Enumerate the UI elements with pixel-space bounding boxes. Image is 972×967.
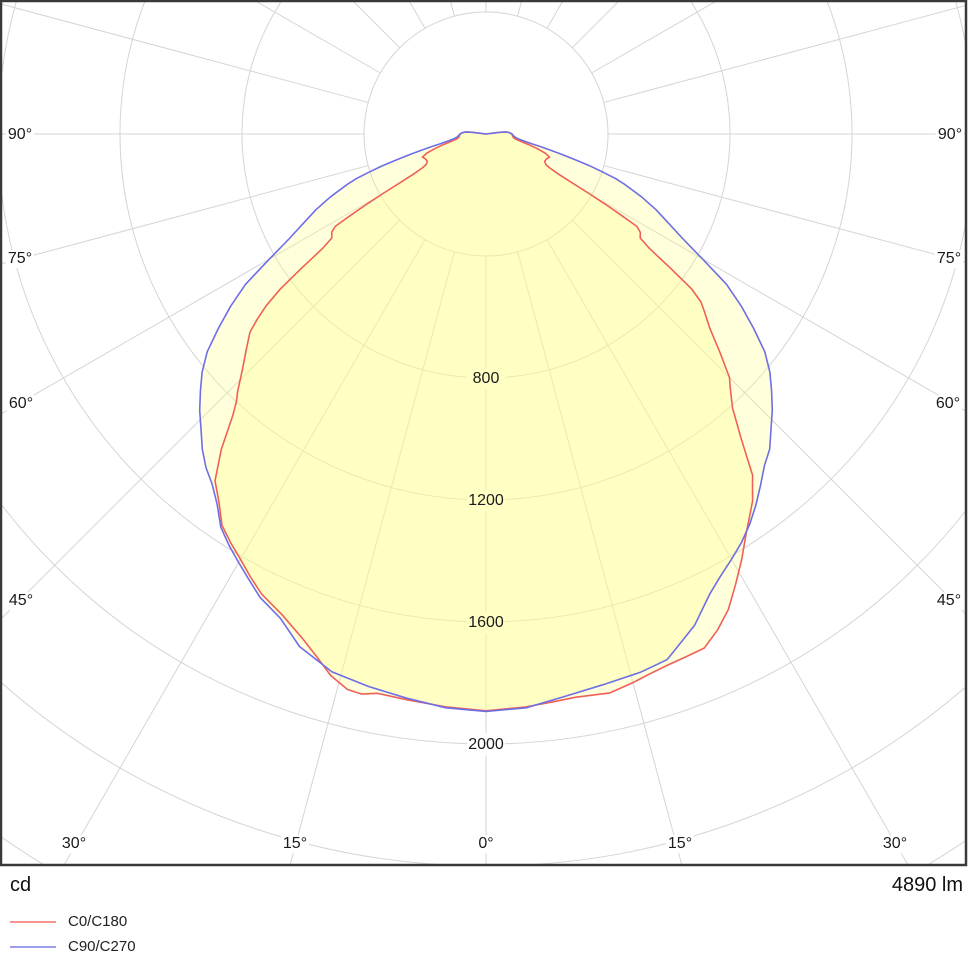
chart-grid: [2, 2, 965, 864]
curve-c90-c270: [198, 131, 774, 713]
legend-item-c0-c180: C0/C180: [10, 909, 136, 934]
legend-label: C0/C180: [68, 913, 128, 930]
angle-label: 45°: [6, 592, 36, 610]
angle-label: 0°: [476, 835, 496, 853]
curve-fill-c90-c270: [199, 132, 773, 712]
angle-label: 75°: [934, 250, 964, 268]
ring-value-label: 800: [472, 369, 500, 387]
ring-value-label: 2000: [468, 735, 504, 753]
angle-label: 30°: [59, 835, 89, 853]
angle-label: 30°: [880, 835, 910, 853]
luminous-flux-label: 4890 lm: [891, 874, 963, 896]
polar-chart: [0, 0, 968, 867]
angle-label: 45°: [934, 592, 964, 610]
angle-label: 90°: [5, 126, 35, 144]
plot-border: [0, 0, 968, 867]
ring-value-label: 1200: [468, 491, 504, 509]
angle-label: 15°: [665, 835, 695, 853]
angle-label: 15°: [280, 835, 310, 853]
legend-line-icon: [10, 920, 56, 923]
legend-label: C90/C270: [68, 938, 136, 955]
angle-label: 60°: [6, 395, 36, 413]
angle-label: 90°: [935, 126, 965, 144]
ring-value-label: 1600: [468, 613, 504, 631]
unit-label: cd: [10, 874, 32, 896]
curve-c0-c180: [214, 131, 754, 712]
legend-item-c90-c270: C90/C270: [10, 934, 136, 959]
angle-label: 60°: [933, 395, 963, 413]
legend: C0/C180 C90/C270: [10, 909, 136, 959]
legend-line-icon: [10, 945, 56, 948]
curve-fill-c0-c180: [215, 132, 753, 711]
angle-label: 75°: [5, 250, 35, 268]
